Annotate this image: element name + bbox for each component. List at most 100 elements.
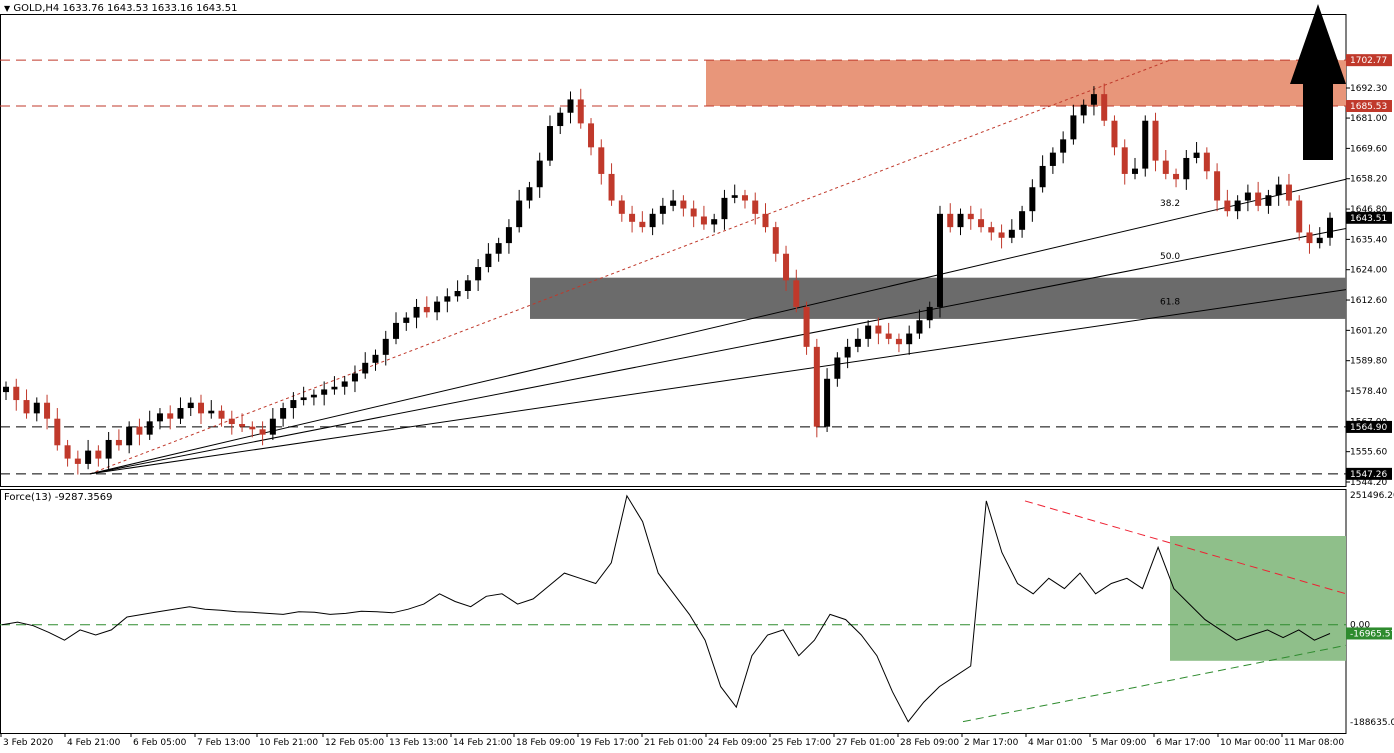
force-line	[1, 494, 1331, 723]
candle-body	[44, 402, 51, 419]
candle-body	[1152, 120, 1159, 161]
candle-body	[1327, 217, 1333, 238]
time-tick-label: 6 Feb 05:00	[133, 738, 187, 748]
candle-body	[700, 216, 707, 225]
candle-body	[1234, 200, 1241, 212]
candle-body	[3, 386, 9, 393]
candle-body	[1111, 120, 1118, 148]
candle-body	[1019, 211, 1026, 230]
candle-body	[752, 200, 759, 214]
candle-body	[731, 195, 738, 198]
candle-body	[1039, 165, 1046, 188]
candle-body	[516, 200, 523, 228]
candle-body	[588, 123, 595, 148]
fib-label: 38.2	[1160, 199, 1180, 209]
oscillator-label: Force(13) -9287.3569	[4, 492, 113, 503]
candle-body	[824, 378, 831, 427]
time-tick-label: 3 Feb 2020	[3, 738, 54, 748]
candle-body	[854, 338, 861, 347]
channel-dotted-line	[89, 59, 1171, 475]
candle-body	[382, 338, 389, 355]
candle-body	[372, 354, 379, 363]
candle-body	[1275, 184, 1282, 196]
force-tick-label: 251496.20	[1350, 491, 1394, 501]
candle-body	[741, 195, 748, 201]
candle-body	[74, 458, 81, 464]
candle-body	[208, 410, 215, 414]
time-tick-label: 5 Mar 09:00	[1092, 738, 1147, 748]
candle-body	[1183, 157, 1190, 180]
candle-body	[54, 418, 61, 446]
candle-body	[567, 99, 574, 113]
candle-body	[957, 213, 964, 228]
candle-body	[916, 320, 923, 334]
time-tick-label: 10 Feb 21:00	[259, 738, 318, 748]
ohlc-readout: 1633.76 1643.53 1633.16 1643.51	[62, 3, 238, 14]
candle-body	[64, 445, 71, 459]
candle-body	[1214, 171, 1221, 201]
time-tick-label: 11 Mar 08:00	[1284, 738, 1344, 748]
fib-label: 61.8	[1160, 297, 1180, 307]
candle-body	[505, 227, 512, 244]
price-tag-box	[1346, 420, 1392, 433]
candle-body	[526, 187, 533, 201]
main-panel-frame	[0, 14, 1347, 487]
candle-body	[629, 213, 636, 222]
candle-body	[793, 280, 800, 307]
candle-body	[988, 227, 995, 233]
time-tick-label: 2 Mar 17:00	[964, 738, 1019, 748]
candle-body	[269, 418, 276, 435]
candle-body	[228, 418, 235, 425]
price-tag-label: 1643.51	[1350, 214, 1387, 224]
candle-body	[618, 200, 625, 214]
fib-label: 50.0	[1160, 252, 1180, 262]
resistance-zone	[706, 60, 1346, 107]
oscillator-title: Force(13) -9287.3569	[4, 492, 112, 503]
candle-body	[259, 429, 266, 435]
candle-body	[978, 219, 985, 228]
candle-body	[495, 243, 502, 254]
candle-body	[762, 213, 769, 228]
time-tick-label: 19 Feb 17:00	[580, 738, 639, 748]
candle-body	[721, 197, 728, 220]
time-tick-label: 14 Feb 21:00	[453, 738, 512, 748]
candle-body	[649, 213, 656, 228]
candle-body	[1244, 192, 1251, 201]
candle-body	[393, 322, 400, 339]
candle-body	[290, 400, 297, 409]
candle-body	[146, 421, 153, 435]
candle-body	[1080, 104, 1087, 116]
candle-body	[536, 160, 543, 188]
force-tag-label: -16965.57	[1350, 629, 1394, 639]
chart-title: ▼ GOLD,H4 1633.76 1643.53 1633.16 1643.5…	[4, 3, 237, 14]
candle-body	[198, 402, 205, 414]
candle-body	[875, 325, 882, 334]
price-tag-box	[1346, 211, 1392, 224]
price-tick-label: 1612.60	[1350, 296, 1387, 306]
candle-body	[1224, 200, 1231, 212]
candle-body	[895, 338, 902, 345]
candle-body	[803, 306, 810, 347]
up-arrow-icon	[1290, 4, 1346, 160]
time-tick-label: 10 Mar 00:00	[1220, 738, 1280, 748]
candle-body	[1255, 192, 1262, 206]
time-tick-label: 25 Feb 17:00	[772, 738, 831, 748]
price-tick-label: 1646.80	[1350, 205, 1387, 215]
candle-body	[1193, 152, 1200, 158]
candle-body	[167, 413, 174, 419]
candle-body	[249, 426, 256, 430]
candle-body	[967, 213, 974, 220]
candle-body	[690, 208, 697, 217]
candle-body	[351, 373, 358, 382]
fib-fan-line	[89, 178, 1347, 475]
candle-body	[280, 408, 287, 419]
candle-body	[670, 200, 677, 206]
candle-body	[444, 296, 451, 302]
time-tick-label: 24 Feb 09:00	[708, 738, 767, 748]
candle-body	[177, 408, 184, 419]
price-tick-label: 1578.40	[1350, 387, 1387, 397]
candle-body	[711, 219, 718, 225]
force-panel-frame	[0, 489, 1347, 734]
candle-body	[321, 389, 328, 395]
